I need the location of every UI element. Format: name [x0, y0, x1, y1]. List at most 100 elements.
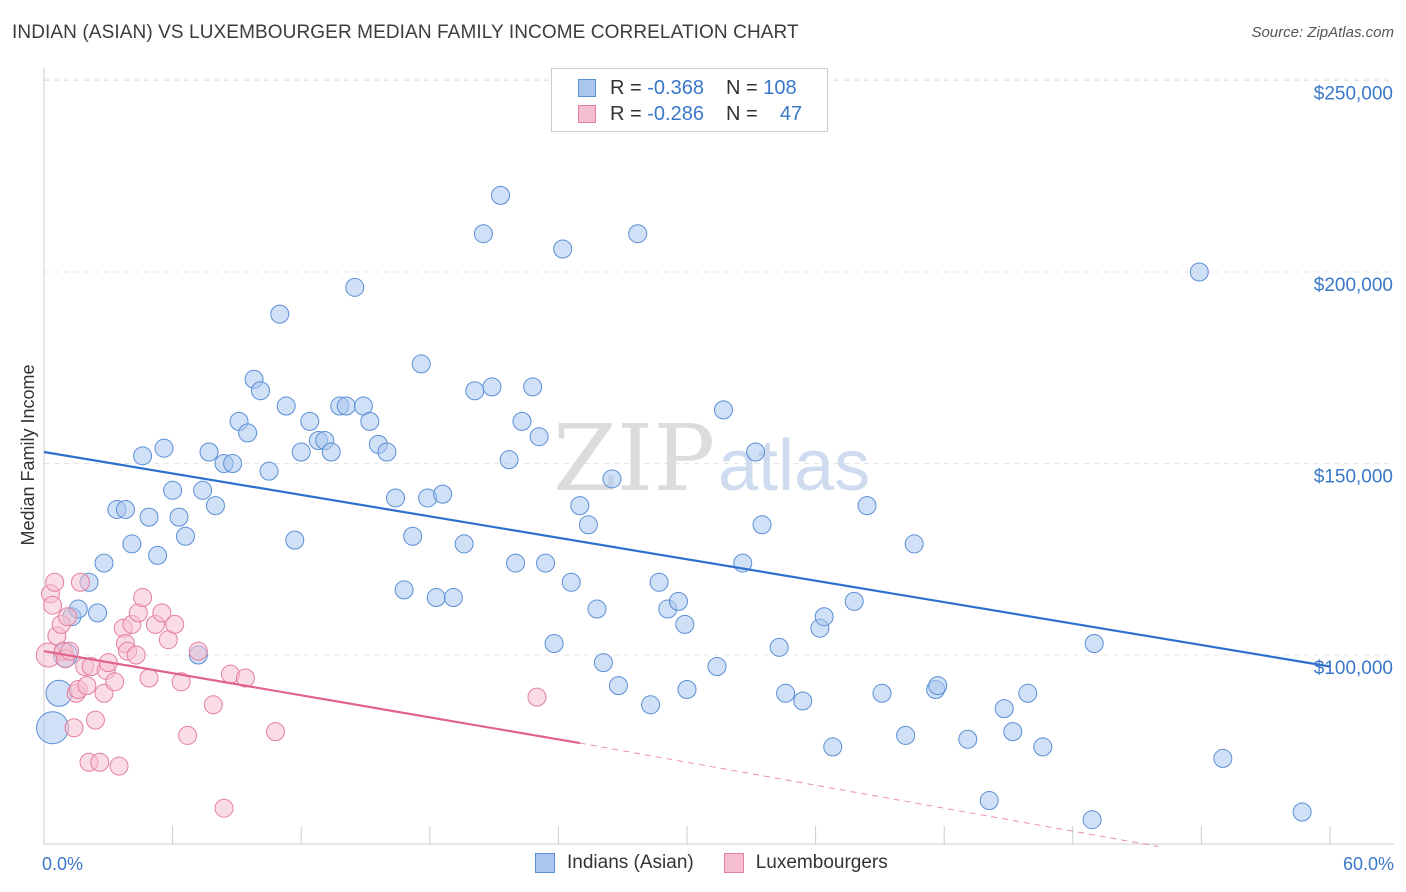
- data-point: [769, 637, 789, 657]
- data-point: [291, 442, 311, 462]
- x-tick-max: 60.0%: [1343, 854, 1394, 874]
- legend-swatch-pink: [578, 105, 596, 123]
- legend-n-value: 47: [779, 102, 803, 125]
- data-point: [214, 798, 234, 818]
- data-point: [139, 507, 159, 527]
- data-point: [133, 588, 153, 608]
- legend-item-indians[interactable]: Indians (Asian): [535, 852, 694, 874]
- legend-r-value: -0.286: [647, 102, 704, 125]
- data-point: [433, 484, 453, 504]
- data-point: [115, 499, 135, 519]
- correlation-legend: R = -0.368 N = 108 R = -0.286 N = 47: [551, 68, 828, 132]
- data-point: [857, 496, 877, 516]
- data-point: [1018, 683, 1038, 703]
- data-point: [411, 354, 431, 374]
- data-point: [77, 676, 97, 696]
- data-point: [188, 641, 208, 661]
- data-point: [105, 672, 125, 692]
- gridlines: [44, 78, 1394, 656]
- data-point: [45, 572, 65, 592]
- data-point: [122, 534, 142, 554]
- data-point: [193, 480, 213, 500]
- data-point: [1082, 810, 1102, 830]
- data-point: [746, 442, 766, 462]
- data-point: [1084, 634, 1104, 654]
- data-point: [1213, 748, 1233, 768]
- data-point: [587, 599, 607, 619]
- data-point: [958, 729, 978, 749]
- data-point: [148, 545, 168, 565]
- data-point: [536, 553, 556, 573]
- data-point: [70, 572, 90, 592]
- data-point: [403, 526, 423, 546]
- trend-line-luxembourgers: [43, 650, 581, 745]
- legend-row-indians: R = -0.368 N = 108: [578, 76, 797, 100]
- data-point: [713, 400, 733, 420]
- data-point: [628, 224, 648, 244]
- data-point: [276, 396, 296, 416]
- data-point: [270, 304, 290, 324]
- data-point: [896, 725, 916, 745]
- data-point: [482, 377, 502, 397]
- data-point: [529, 427, 549, 447]
- watermark-zip: ZIP: [553, 405, 715, 512]
- chart-title: INDIAN (ASIAN) VS LUXEMBOURGER MEDIAN FA…: [12, 22, 799, 43]
- y-tick-label: $250,000: [1314, 84, 1393, 105]
- data-point: [707, 656, 727, 676]
- data-point: [544, 634, 564, 654]
- data-point: [793, 691, 813, 711]
- data-point: [578, 515, 598, 535]
- legend-item-luxembourgers[interactable]: Luxembourgers: [723, 852, 888, 874]
- legend-label: Luxembourgers: [755, 852, 888, 873]
- series-indians-asian: [36, 185, 1312, 830]
- data-point: [979, 791, 999, 811]
- legend-n-label: N =: [725, 76, 758, 99]
- data-point: [43, 595, 63, 615]
- data-point: [360, 411, 380, 431]
- data-point: [641, 695, 661, 715]
- data-point: [553, 239, 573, 259]
- data-point: [205, 496, 225, 516]
- legend-swatch-pink: [723, 853, 744, 873]
- chart-source: Source: ZipAtlas.com: [1251, 24, 1394, 41]
- data-point: [426, 588, 446, 608]
- data-point: [265, 722, 285, 742]
- legend-n-label: N =: [725, 102, 758, 125]
- data-point: [593, 653, 613, 673]
- data-point: [259, 461, 279, 481]
- data-point: [473, 224, 493, 244]
- legend-swatch-blue: [535, 853, 555, 873]
- data-point: [386, 488, 406, 508]
- data-point: [776, 683, 796, 703]
- watermark: ZIP atlas: [553, 405, 870, 512]
- data-point: [1292, 802, 1312, 822]
- data-point: [109, 756, 129, 776]
- data-point: [602, 469, 622, 489]
- y-tick-labels: $100,000 $150,000 $200,000 $250,000: [1314, 84, 1393, 680]
- data-point: [499, 450, 519, 470]
- data-point: [491, 185, 511, 205]
- data-point: [675, 614, 695, 634]
- data-point: [1003, 722, 1023, 742]
- legend-r-label: R =: [610, 76, 642, 99]
- data-point: [90, 752, 110, 772]
- legend-swatch-blue: [578, 79, 596, 97]
- data-point: [171, 672, 191, 692]
- watermark-atlas: atlas: [718, 426, 870, 506]
- data-point: [570, 496, 590, 516]
- y-axis-label: Median Family Income: [18, 364, 38, 545]
- data-point: [94, 553, 114, 573]
- data-point: [300, 411, 320, 431]
- data-point: [928, 676, 948, 696]
- data-point: [872, 683, 892, 703]
- trend-lines: [43, 450, 1331, 847]
- data-point: [64, 718, 84, 738]
- data-point: [904, 534, 924, 554]
- x-tick-min: 0.0%: [42, 854, 83, 874]
- data-point: [677, 679, 697, 699]
- y-tick-label: $200,000: [1314, 275, 1393, 296]
- data-point: [527, 687, 547, 707]
- trend-extension: [579, 742, 1159, 847]
- data-point: [814, 607, 834, 627]
